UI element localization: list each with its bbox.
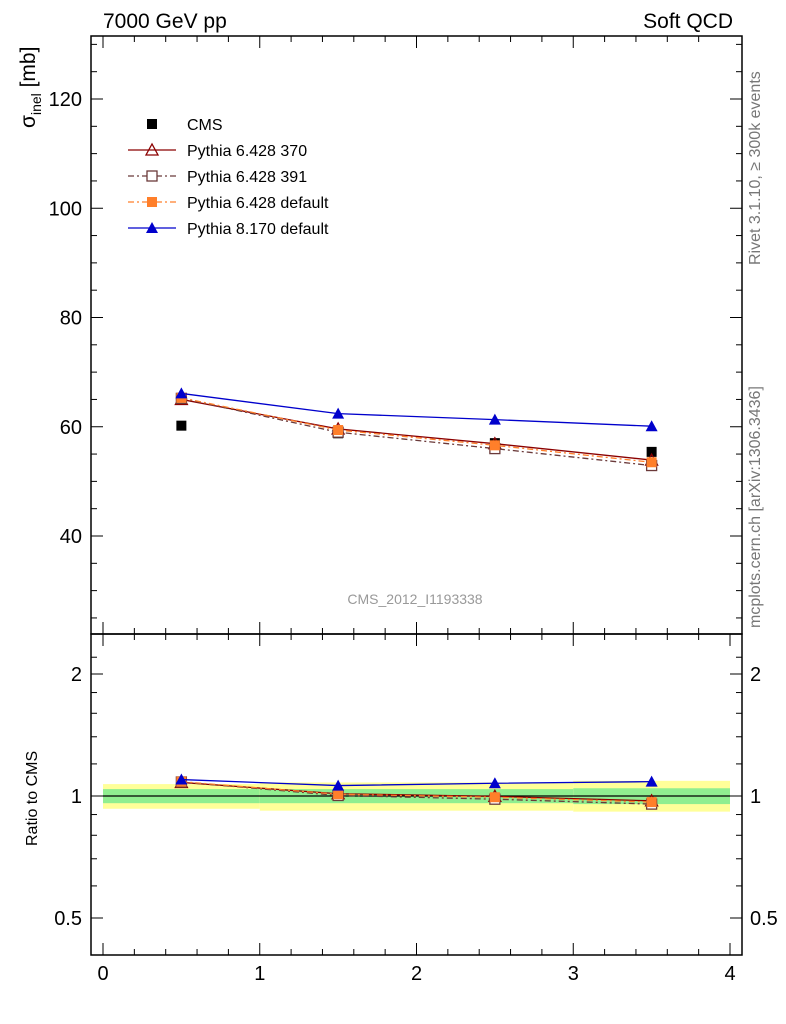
ratio-y-tick-label: 0.5 <box>54 908 82 930</box>
ratio-frame <box>90 633 743 956</box>
data-point <box>488 413 501 425</box>
y-axis-subscript: inel <box>28 93 44 115</box>
y-tick-label: 40 <box>60 526 82 548</box>
data-point <box>176 420 187 431</box>
x-tick-label: 4 <box>724 963 735 985</box>
legend-label: Pythia 6.428 default <box>187 195 329 212</box>
ratio-y-tick-label: 2 <box>71 664 82 686</box>
ratio-point <box>645 775 658 787</box>
legend-label: CMS <box>187 117 223 134</box>
ratio-series <box>174 773 659 810</box>
data-point <box>646 446 657 457</box>
legend-label: Pythia 6.428 391 <box>187 169 307 186</box>
ratio-series-line <box>181 781 652 805</box>
series-line <box>181 392 652 427</box>
ratio-series-line <box>181 780 652 803</box>
ratio-point <box>332 779 345 791</box>
ratio-point <box>333 789 344 800</box>
ratio-bands <box>103 780 730 812</box>
main-series <box>174 387 659 472</box>
series-line <box>181 397 652 467</box>
legend-marker <box>144 142 160 156</box>
data-point <box>646 457 657 468</box>
ratio-series-line <box>181 778 652 787</box>
legend-marker <box>147 119 157 129</box>
legend-label: Pythia 6.428 370 <box>187 143 307 160</box>
data-point <box>645 420 658 432</box>
rivet-label: Rivet 3.1.10, ≥ 300k events <box>747 71 764 265</box>
legend-label: Pythia 8.170 default <box>187 221 329 238</box>
ratio-y-tick-label-right: 0.5 <box>750 908 778 930</box>
ratio-point <box>646 797 657 808</box>
legend: CMS Pythia 6.428 370 Pythia 6.428 391 Pythi… <box>128 117 329 238</box>
ratio-y-tick-label-right: 2 <box>750 664 761 686</box>
mcplots-label: mcplots.cern.ch [arXiv:1306.3436] <box>747 386 764 628</box>
y-axis-unit: [mb] <box>17 47 40 94</box>
legend-marker <box>147 197 157 207</box>
series-line <box>181 397 652 463</box>
legend-marker <box>146 222 158 233</box>
legend-marker <box>146 170 158 182</box>
data-point <box>175 387 188 399</box>
header-process: 7000 GeV pp <box>103 10 227 33</box>
ratio-point <box>488 777 501 789</box>
ratio-y-tick-label-right: 1 <box>750 786 761 808</box>
y-tick-label: 120 <box>49 89 82 111</box>
ratio-point <box>175 773 188 785</box>
header-category: Soft QCD <box>643 10 733 33</box>
ratio-series-line <box>181 781 652 802</box>
data-point <box>332 407 345 419</box>
y-tick-label: 80 <box>60 308 82 330</box>
main-ticks: 40 60 80 100 120 <box>49 36 742 634</box>
ratio-panel: 0.5 0.5 1 1 2 2 0 1 2 3 4 Ratio to CMS <box>24 633 778 985</box>
watermark: CMS_2012_I1193338 <box>347 591 482 607</box>
data-point <box>333 425 344 436</box>
y-axis-symbol: σ <box>17 115 40 128</box>
x-tick-label: 0 <box>97 963 108 985</box>
data-point <box>489 440 500 451</box>
main-panel: 40 60 80 100 120 CMS_2012_I1193338 σinel [mb… <box>17 35 743 635</box>
y-tick-label: 60 <box>60 417 82 439</box>
x-tick-label: 1 <box>254 963 265 985</box>
x-tick-label: 3 <box>568 963 579 985</box>
y-tick-label: 100 <box>49 198 82 220</box>
y-axis-label: σinel [mb] <box>17 47 44 128</box>
series-line <box>181 398 652 461</box>
ratio-y-tick-label: 1 <box>71 786 82 808</box>
x-tick-label: 2 <box>411 963 422 985</box>
ratio-ticks: 0.5 0.5 1 1 2 2 0 1 2 3 4 <box>54 634 778 985</box>
ratio-y-axis-label: Ratio to CMS <box>24 751 41 846</box>
ratio-point <box>489 792 500 803</box>
